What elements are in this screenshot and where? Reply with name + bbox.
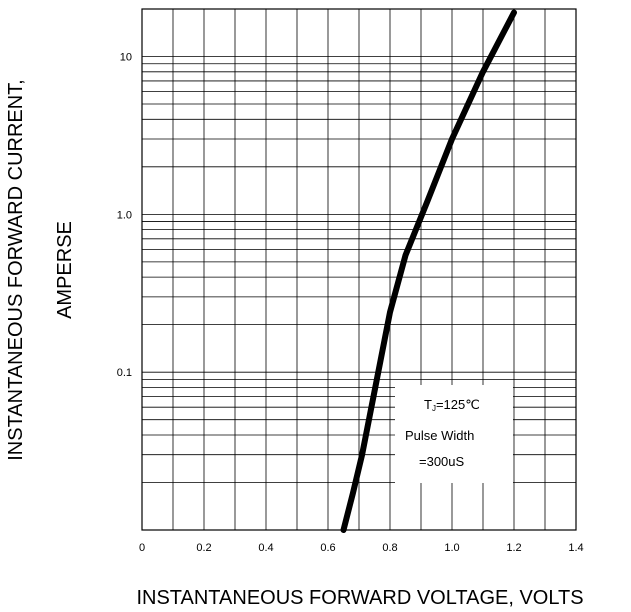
x-tick-label: 0.2 [196,542,211,554]
annotation-pulse-value: =300uS [419,454,465,469]
x-tick-label: 0.8 [382,542,397,554]
x-tick-label: 0.4 [258,542,273,554]
x-tick-label: 1.4 [568,542,583,554]
x-tick-label: 0 [139,542,145,554]
x-tick-label: 1.0 [444,542,459,554]
x-tick-label: 0.6 [320,542,335,554]
x-axis-title: INSTANTANEOUS FORWARD VOLTAGE, VOLTS [136,587,583,609]
y-tick-label: 0.1 [117,367,132,379]
y-tick-label: 10 [120,52,132,64]
tick-labels: 0 0.2 0.4 0.6 0.8 1.0 1.2 1.4 0.1 1.0 10 [117,52,584,554]
series-curve [340,9,517,533]
plot-frame [141,8,577,531]
y-tick-label: 1.0 [117,209,132,221]
y-axis-title-line2: AMPERSE [54,221,76,319]
x-tick-label: 1.2 [506,542,521,554]
y-axis-title-line1: INSTANTANEOUS FORWARD CURRENT, [5,79,27,461]
annotation-condition: TJ=125℃ [424,397,480,413]
annotation-pulse-width: Pulse Width [405,428,474,443]
annotation-box: TJ=125℃ Pulse Width =300uS [395,385,513,483]
